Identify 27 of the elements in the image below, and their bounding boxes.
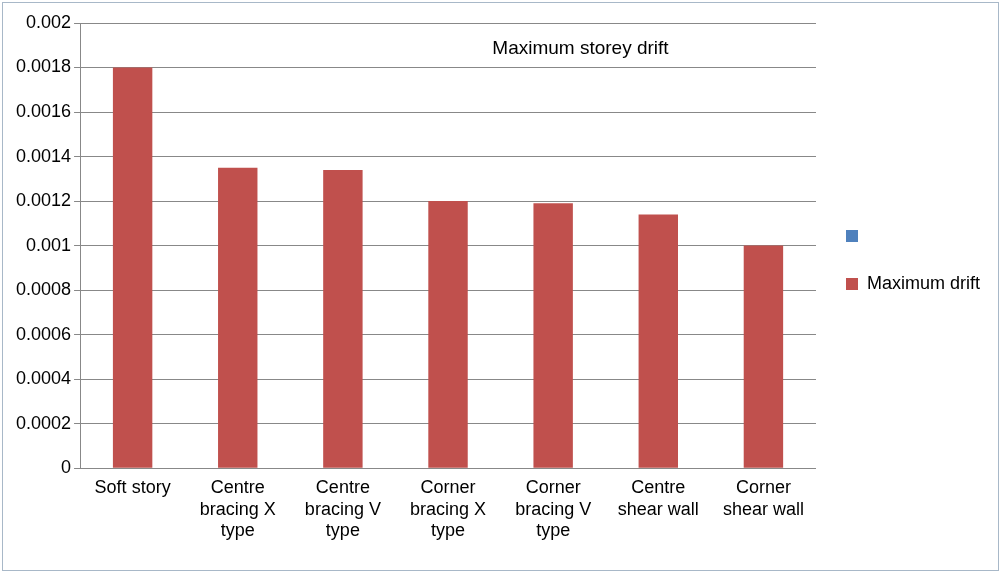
- y-tick-label: 0.0008: [15, 279, 72, 300]
- bar: [743, 245, 784, 468]
- bar: [112, 67, 153, 468]
- x-tick-label: Corner bracing V type: [515, 476, 592, 541]
- x-tick-label: Centre shear wall: [617, 476, 699, 519]
- y-tick-label: 0.0002: [15, 412, 72, 433]
- x-tick-label: Soft story: [94, 476, 171, 497]
- bar: [533, 203, 573, 468]
- bar: [638, 214, 678, 468]
- text: Maximum storey drift: [492, 37, 670, 59]
- bar: [323, 169, 363, 468]
- y-tick-label: 0.001: [26, 234, 72, 255]
- y-tick-label: 0.0012: [15, 190, 72, 211]
- x-tick-label: Centre bracing X type: [199, 476, 276, 541]
- y-tick-label: 0.002: [26, 11, 72, 32]
- y-tick-label: 0.0004: [15, 368, 72, 389]
- x-tick-label: Corner bracing X type: [410, 476, 487, 541]
- y-tick-label: 0.0018: [15, 56, 72, 77]
- legend-label: Maximum drift: [866, 272, 981, 293]
- y-tick-label: 0.0016: [15, 101, 72, 122]
- y-tick-label: 0.0014: [15, 145, 72, 166]
- bar: [428, 201, 468, 468]
- y-tick-label: 0.0006: [15, 323, 72, 344]
- y-tick-label: 0: [61, 457, 72, 478]
- bar: [218, 167, 258, 468]
- x-tick-label: Corner shear wall: [722, 476, 804, 519]
- x-tick-label: Centre bracing V type: [304, 476, 381, 541]
